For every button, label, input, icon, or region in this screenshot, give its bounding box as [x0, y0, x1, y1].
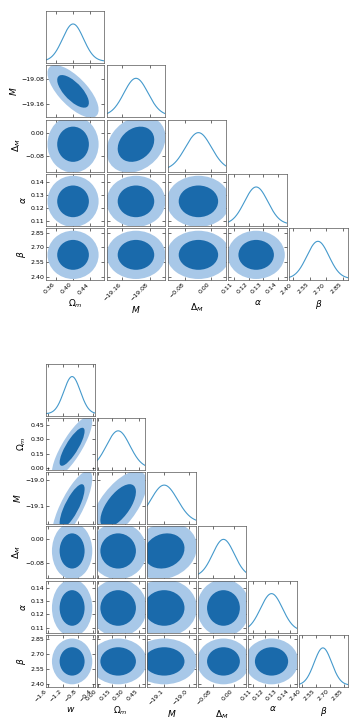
- Ellipse shape: [48, 116, 98, 172]
- Ellipse shape: [57, 75, 89, 108]
- Ellipse shape: [118, 185, 154, 217]
- Ellipse shape: [57, 185, 89, 217]
- Ellipse shape: [60, 534, 85, 569]
- Ellipse shape: [100, 647, 136, 675]
- Ellipse shape: [255, 647, 288, 675]
- Ellipse shape: [107, 116, 166, 172]
- Y-axis label: $\beta$: $\beta$: [15, 657, 28, 664]
- Ellipse shape: [52, 579, 92, 637]
- Y-axis label: $\beta$: $\beta$: [15, 251, 28, 258]
- Ellipse shape: [89, 471, 147, 541]
- X-axis label: $\alpha$: $\alpha$: [269, 704, 277, 713]
- Ellipse shape: [131, 523, 197, 579]
- Ellipse shape: [48, 176, 98, 227]
- Ellipse shape: [52, 471, 92, 541]
- Ellipse shape: [144, 534, 185, 569]
- Ellipse shape: [89, 523, 147, 579]
- Ellipse shape: [144, 647, 185, 675]
- Ellipse shape: [60, 590, 85, 626]
- Ellipse shape: [100, 484, 136, 528]
- X-axis label: $M$: $M$: [167, 708, 176, 719]
- Ellipse shape: [107, 176, 166, 227]
- X-axis label: $\Delta_M$: $\Delta_M$: [215, 708, 229, 720]
- Ellipse shape: [60, 484, 85, 528]
- Ellipse shape: [118, 240, 154, 270]
- X-axis label: $\beta$: $\beta$: [315, 298, 322, 311]
- Ellipse shape: [167, 230, 230, 279]
- Ellipse shape: [89, 638, 147, 684]
- Y-axis label: $\Delta_M$: $\Delta_M$: [10, 545, 23, 559]
- X-axis label: $\Omega_m$: $\Omega_m$: [113, 704, 128, 717]
- Ellipse shape: [144, 590, 185, 626]
- Ellipse shape: [179, 185, 218, 217]
- X-axis label: $\alpha$: $\alpha$: [254, 298, 262, 307]
- Ellipse shape: [197, 579, 250, 637]
- Y-axis label: $\alpha$: $\alpha$: [19, 196, 28, 204]
- Ellipse shape: [52, 638, 92, 684]
- X-axis label: $\Delta_M$: $\Delta_M$: [190, 302, 204, 314]
- Ellipse shape: [167, 176, 230, 227]
- Ellipse shape: [245, 638, 298, 684]
- X-axis label: $M$: $M$: [131, 305, 141, 316]
- Ellipse shape: [100, 590, 136, 626]
- Ellipse shape: [107, 230, 166, 279]
- Ellipse shape: [118, 126, 154, 162]
- Ellipse shape: [48, 230, 98, 279]
- Ellipse shape: [60, 647, 85, 675]
- Y-axis label: $\alpha$: $\alpha$: [19, 603, 28, 611]
- X-axis label: $w$: $w$: [66, 705, 75, 715]
- Y-axis label: $\Delta_M$: $\Delta_M$: [10, 139, 23, 153]
- Ellipse shape: [100, 534, 136, 569]
- Y-axis label: $M$: $M$: [8, 87, 19, 96]
- Ellipse shape: [131, 579, 197, 637]
- Ellipse shape: [131, 638, 197, 684]
- Ellipse shape: [52, 523, 92, 579]
- Ellipse shape: [228, 230, 285, 279]
- Ellipse shape: [57, 126, 89, 162]
- X-axis label: $\beta$: $\beta$: [319, 704, 327, 718]
- Ellipse shape: [207, 590, 240, 626]
- Ellipse shape: [197, 638, 250, 684]
- Ellipse shape: [48, 65, 98, 118]
- Ellipse shape: [238, 240, 274, 270]
- X-axis label: $\Omega_m$: $\Omega_m$: [68, 298, 83, 310]
- Y-axis label: $M$: $M$: [12, 494, 23, 503]
- Ellipse shape: [60, 427, 85, 466]
- Ellipse shape: [89, 579, 147, 637]
- Ellipse shape: [52, 416, 92, 478]
- Ellipse shape: [207, 647, 240, 675]
- Ellipse shape: [57, 240, 89, 270]
- Ellipse shape: [179, 240, 218, 270]
- Y-axis label: $\Omega_m$: $\Omega_m$: [16, 436, 28, 451]
